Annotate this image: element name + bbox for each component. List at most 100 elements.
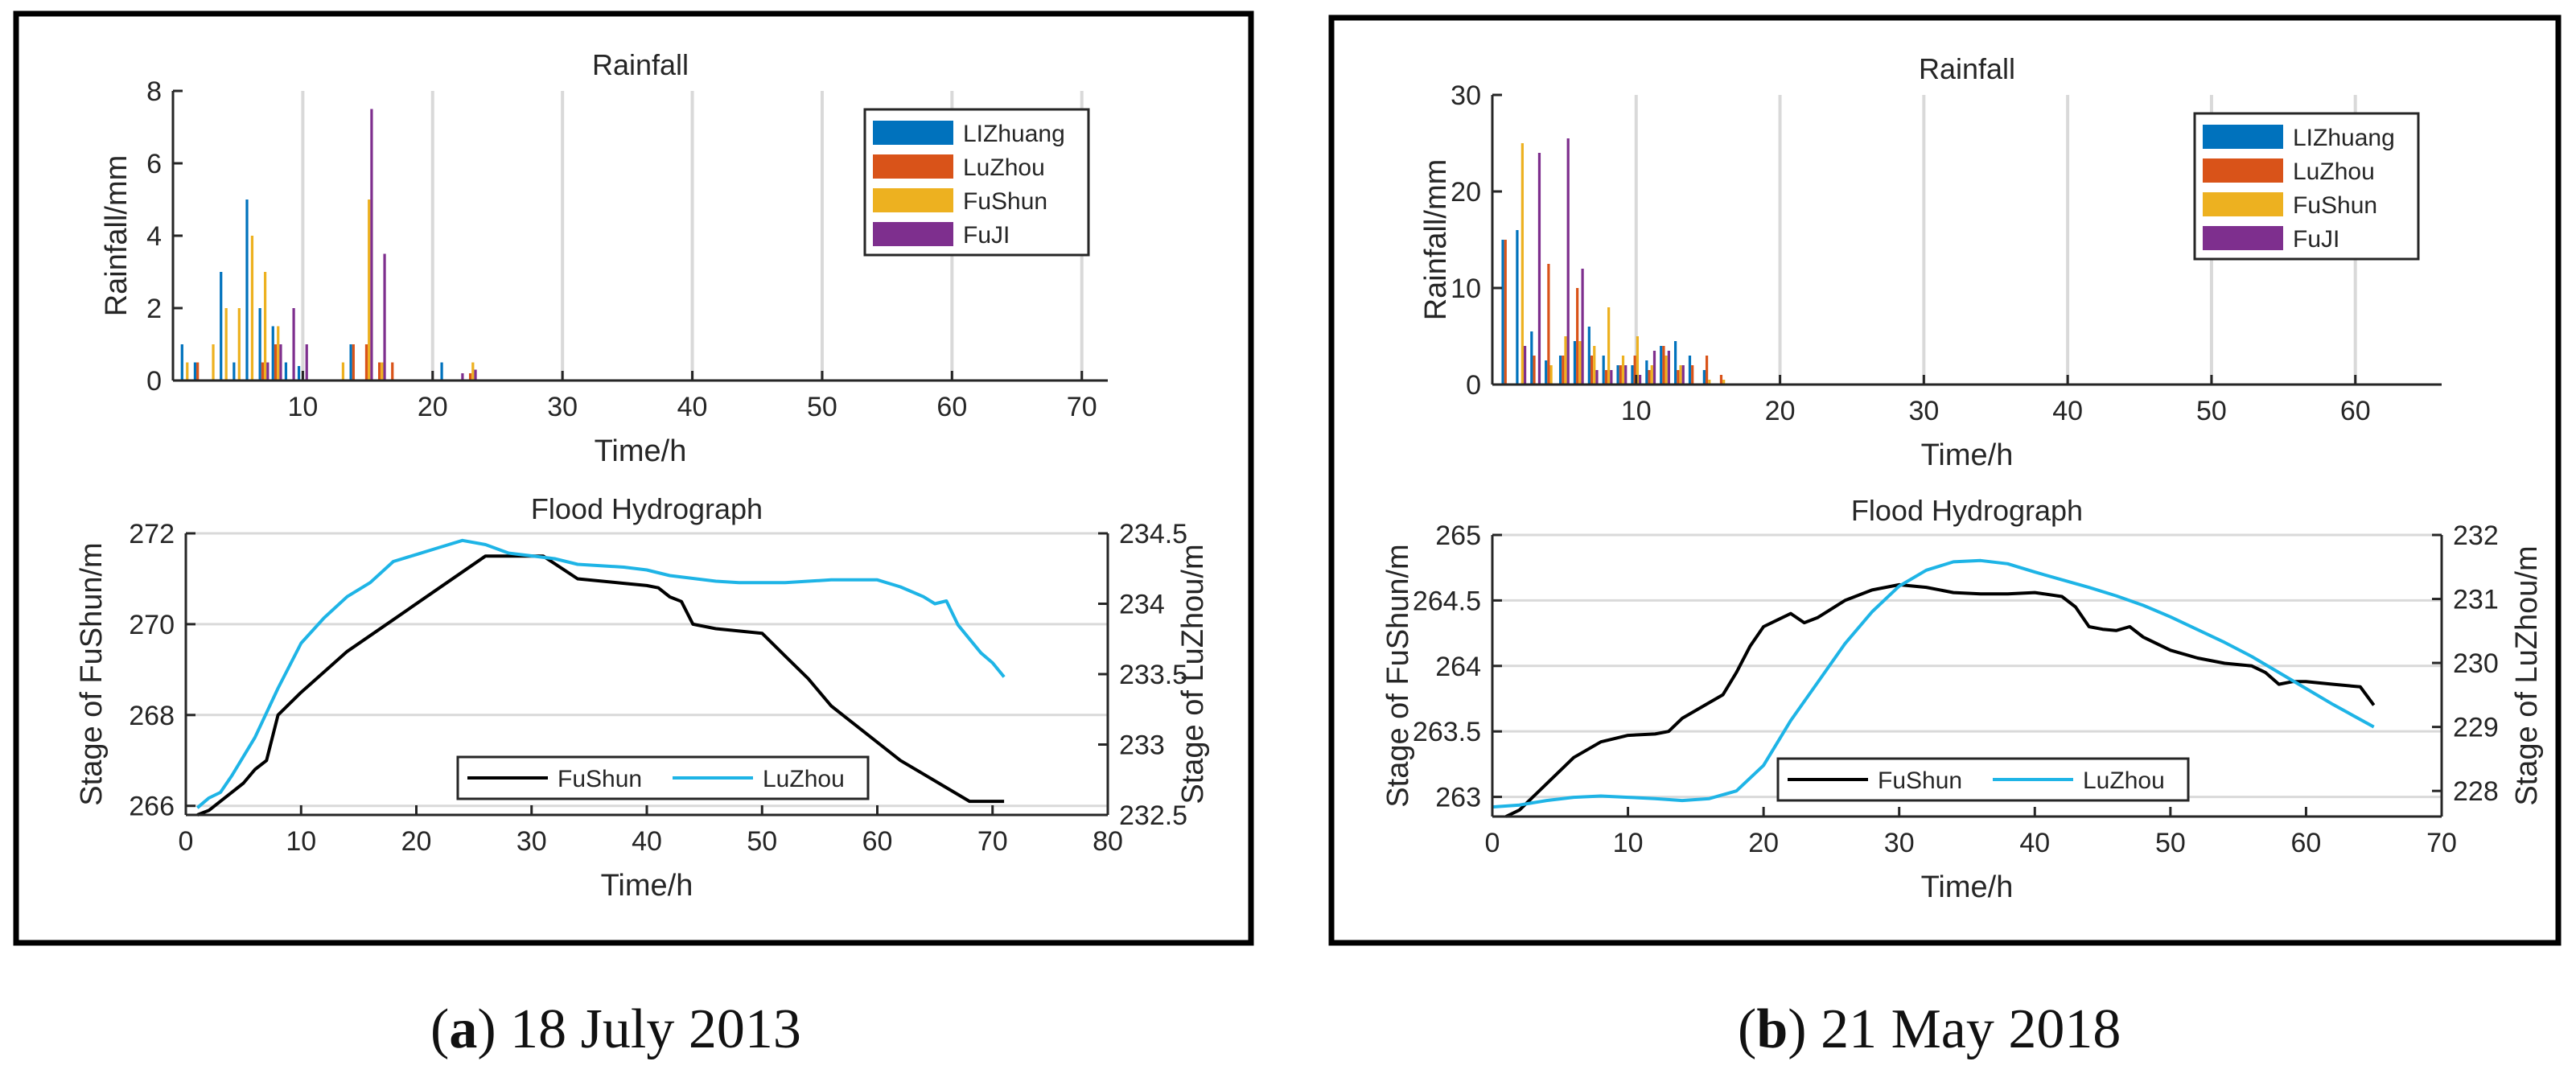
a-flood-xtick-label: 80 [1093, 826, 1123, 857]
b-flood-ytick-left-label: 263 [1435, 783, 1481, 813]
b-rain-bar-lizhuang-7 [1587, 327, 1590, 385]
b-rain-ytick-label: 10 [1451, 274, 1481, 304]
b-rain-xtick-label: 30 [1908, 396, 1939, 426]
b-rain-legend-swatch-luzhou [2203, 158, 2283, 183]
a-flood-ytick-right-label: 232.5 [1119, 800, 1187, 831]
a-flood-xtick-label: 50 [747, 826, 777, 857]
a-rain-xlabel: Time/h [595, 434, 687, 468]
b-rain-bar-fuji-3 [1537, 153, 1541, 385]
a-flood-xtick-label: 60 [862, 826, 893, 857]
a-rain-xtick-label: 60 [936, 392, 967, 422]
b-rain-bar-lizhuang-4 [1545, 360, 1548, 385]
a-rain-bar-luzhou-2 [196, 362, 200, 381]
a-rain-bar-fushun-4 [224, 308, 228, 381]
b-flood-ytick-right-label: 231 [2453, 585, 2499, 615]
a-rain-bar-luzhou-7 [261, 362, 264, 381]
a-rain-legend-swatch-lizhuang [873, 121, 953, 145]
b-flood-ylabel-right: Stage of LuZhou/m [2510, 545, 2544, 805]
b-rain-bar-lizhuang-10 [1631, 365, 1634, 385]
b-rain-bar-fushun-7 [1593, 346, 1596, 385]
b-rain-bar-fushun-13 [1679, 365, 1682, 385]
b-rain-legend-swatch-lizhuang [2203, 125, 2283, 149]
a-rain-bar-luzhou-14 [352, 344, 355, 381]
b-flood-ytick-left-label: 264.5 [1413, 586, 1481, 616]
b-rain-xtick-label: 10 [1621, 396, 1652, 426]
a-rain-bar-lizhuang-8 [271, 326, 274, 381]
b-rain-legend-label-lizhuang: LIZhuang [2293, 125, 2395, 151]
b-rain-bar-fushun-4 [1549, 365, 1553, 385]
a-rain-legend-label-lizhuang: LIZhuang [963, 121, 1065, 147]
a-rain-legend-swatch-fuji [873, 222, 953, 246]
b-flood-ytick-right-label: 228 [2453, 776, 2499, 807]
a-flood-ytick-left-label: 266 [129, 792, 175, 822]
a-flood-ylabel-left: Stage of FuShun/m [75, 542, 109, 805]
b-rain-bar-luzhou-5 [1562, 356, 1565, 385]
b-rain-bar-fuji-8 [1610, 370, 1613, 385]
b-rain-bar-luzhou-16 [1719, 375, 1723, 385]
panel-b-frame [1328, 14, 2562, 946]
b-rain-xtick-label: 60 [2340, 396, 2371, 426]
a-rain-bar-fushun-3 [212, 344, 215, 381]
a-flood-line-fushun [196, 554, 1005, 817]
a-rain-bar-fushun-7 [263, 272, 267, 381]
a-flood-ytick-left-label: 270 [129, 610, 175, 640]
panel-a-frame [13, 10, 1254, 946]
a-rain-xtick-label: 30 [547, 392, 578, 422]
b-rain-legend-label-fushun: FuShun [2293, 192, 2377, 219]
a-flood-xtick-label: 70 [977, 826, 1008, 857]
caption-b-letter: b [1756, 998, 1788, 1060]
b-rain-bar-fuji-9 [1624, 365, 1627, 385]
a-rain-bar-lizhuang-21 [440, 362, 443, 381]
b-rain-legend-label-fuji: FuJI [2293, 226, 2339, 253]
caption-a-letter: a [449, 998, 478, 1060]
b-rain-bar-lizhuang-12 [1660, 346, 1663, 385]
b-rain-bar-luzhou-3 [1533, 356, 1536, 385]
a-rain-title: Rainfall [592, 48, 689, 81]
b-rain-bar-luzhou-6 [1576, 288, 1579, 385]
a-rain-xtick-label: 50 [807, 392, 837, 422]
b-rain-bar-lizhuang-2 [1516, 230, 1519, 385]
b-flood-xtick-label: 70 [2426, 828, 2457, 858]
b-rain-bar-fushun-10 [1636, 336, 1640, 385]
b-rain-bar-lizhuang-5 [1558, 356, 1562, 385]
a-rain-bar-luzhou-8 [274, 344, 278, 381]
a-flood-ytick-left-label: 268 [129, 701, 175, 731]
b-rain-bar-fuji-11 [1652, 351, 1656, 385]
a-rain-bar-lizhuang-14 [349, 344, 352, 381]
b-rain-legend-swatch-fuji [2203, 226, 2283, 250]
a-rain-bar-lizhuang-7 [258, 308, 261, 381]
b-rain-bar-fushun-15 [1708, 380, 1711, 385]
b-rain-bar-luzhou-14 [1691, 365, 1694, 385]
a-rain-bar-lizhuang-2 [193, 362, 197, 381]
a-rain-bar-fushun-1 [186, 362, 189, 381]
b-flood-legend-label-fushun: FuShun [1878, 767, 1962, 794]
caption-a: (a) 18 July 2013 [430, 998, 801, 1060]
a-rain-bar-lizhuang-5 [232, 362, 236, 381]
a-flood-xtick-label: 30 [516, 826, 547, 857]
a-flood-line-luzhou [196, 538, 1006, 809]
a-flood-ytick-right-label: 233.5 [1119, 660, 1187, 690]
a-flood-ylabel-right: Stage of LuZhou/m [1176, 544, 1210, 804]
b-rain-bar-lizhuang-9 [1616, 365, 1619, 385]
b-rain-bar-lizhuang-6 [1573, 341, 1577, 385]
a-rain-xtick-label: 40 [677, 392, 708, 422]
a-flood-ytick-right-label: 234.5 [1119, 519, 1187, 549]
a-rain-ytick-label: 2 [146, 294, 162, 324]
b-rain-bar-lizhuang-15 [1702, 370, 1706, 385]
b-flood-ytick-left-label: 265 [1435, 520, 1481, 551]
b-rain-legend-swatch-fushun [2203, 192, 2283, 216]
a-rain-legend-label-fuji: FuJI [963, 222, 1010, 249]
b-rain-bar-luzhou-7 [1590, 356, 1594, 385]
a-flood-ytick-left-label: 272 [129, 519, 175, 549]
a-flood-xtick-label: 10 [286, 826, 316, 857]
a-rain-ylabel: Rainfall/mm [100, 155, 134, 317]
b-rain-bar-fushun-5 [1564, 336, 1567, 385]
b-rain-bar-luzhou-12 [1662, 346, 1665, 385]
a-rain-bar-fushun-15 [368, 200, 371, 381]
a-rain-ytick-label: 8 [146, 76, 162, 107]
a-flood-xtick-label: 0 [179, 826, 194, 857]
b-flood-xtick-label: 60 [2291, 828, 2322, 858]
a-flood-legend-label-luzhou: LuZhou [763, 766, 845, 792]
b-rain-title: Rainfall [1919, 52, 2015, 85]
